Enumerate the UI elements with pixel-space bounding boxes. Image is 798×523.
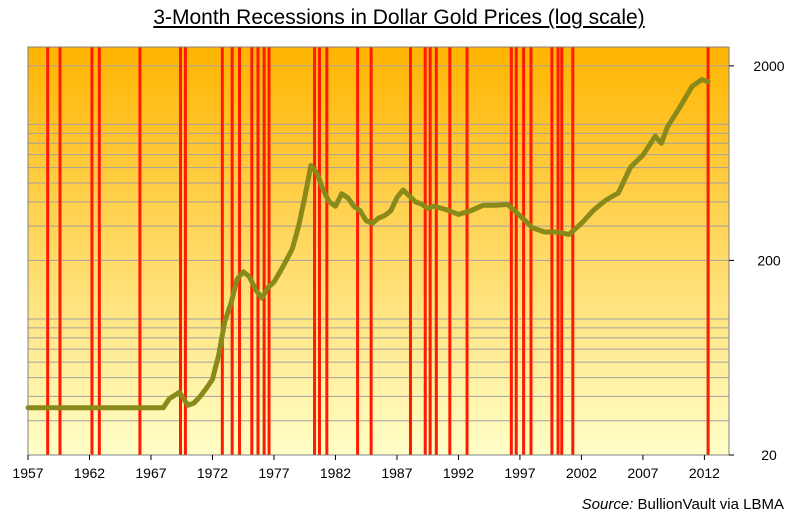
recession-bar <box>529 47 533 455</box>
recession-bar <box>408 47 412 455</box>
recession-bar <box>522 47 526 455</box>
x-tick-label: 1992 <box>443 465 474 481</box>
recession-bar <box>178 47 182 455</box>
x-tick-label: 1977 <box>258 465 289 481</box>
x-tick-label: 1987 <box>381 465 412 481</box>
source-note: Source: BullionVault via LBMA <box>582 496 784 513</box>
recession-bar <box>46 47 50 455</box>
plot-area <box>28 47 729 455</box>
recession-bar <box>448 47 452 455</box>
recession-bar <box>230 47 234 455</box>
recession-bar <box>262 47 266 455</box>
y-tick-label: 2000 <box>753 58 784 74</box>
recession-bar <box>325 47 329 455</box>
recession-bar <box>556 47 560 455</box>
recession-bar <box>183 47 187 455</box>
x-tick-label: 2007 <box>627 465 658 481</box>
source-text: BullionVault via LBMA <box>637 496 784 513</box>
x-tick-label: 1972 <box>197 465 228 481</box>
x-tick-label: 1982 <box>320 465 351 481</box>
recession-bar <box>571 47 575 455</box>
axes: 1957 1962 1967 1972 1977 1982 1987 1992 1997 2002… <box>12 58 784 481</box>
x-tick-label: 1967 <box>135 465 166 481</box>
x-tick-label: 1962 <box>74 465 105 481</box>
recession-bar <box>428 47 432 455</box>
recession-bar <box>434 47 438 455</box>
chart-title: 3-Month Recessions in Dollar Gold Prices… <box>153 6 645 29</box>
y-tick-label: 200 <box>757 252 781 268</box>
y-tick-label: 20 <box>761 447 777 463</box>
recession-bar <box>138 47 142 455</box>
recession-bars <box>46 47 710 455</box>
recession-bar <box>465 47 469 455</box>
recession-bar <box>267 47 271 455</box>
gridlines <box>28 65 729 456</box>
recession-bar <box>90 47 94 455</box>
recession-bar <box>514 47 518 455</box>
recession-bar <box>560 47 564 455</box>
x-tick-label: 2002 <box>566 465 597 481</box>
gold-price-line <box>25 77 711 411</box>
recession-bar <box>706 47 710 455</box>
source-label: Source: <box>581 496 634 513</box>
plot-frame <box>27 46 730 456</box>
recession-bar <box>97 47 101 455</box>
recession-bar <box>509 47 513 455</box>
recession-bar <box>238 47 242 455</box>
recession-bar <box>58 47 62 455</box>
recession-bar <box>313 47 317 455</box>
x-tick-label: 2012 <box>689 465 720 481</box>
recession-bar <box>256 47 260 455</box>
recession-bar <box>423 47 427 455</box>
x-tick-label: 1957 <box>12 465 43 481</box>
recession-bar <box>356 47 360 455</box>
recession-bar <box>317 47 321 455</box>
recession-bar <box>250 47 254 455</box>
recession-bar <box>369 47 373 455</box>
recession-bar <box>220 47 224 455</box>
recession-bar <box>550 47 554 455</box>
x-tick-label: 1997 <box>504 465 535 481</box>
